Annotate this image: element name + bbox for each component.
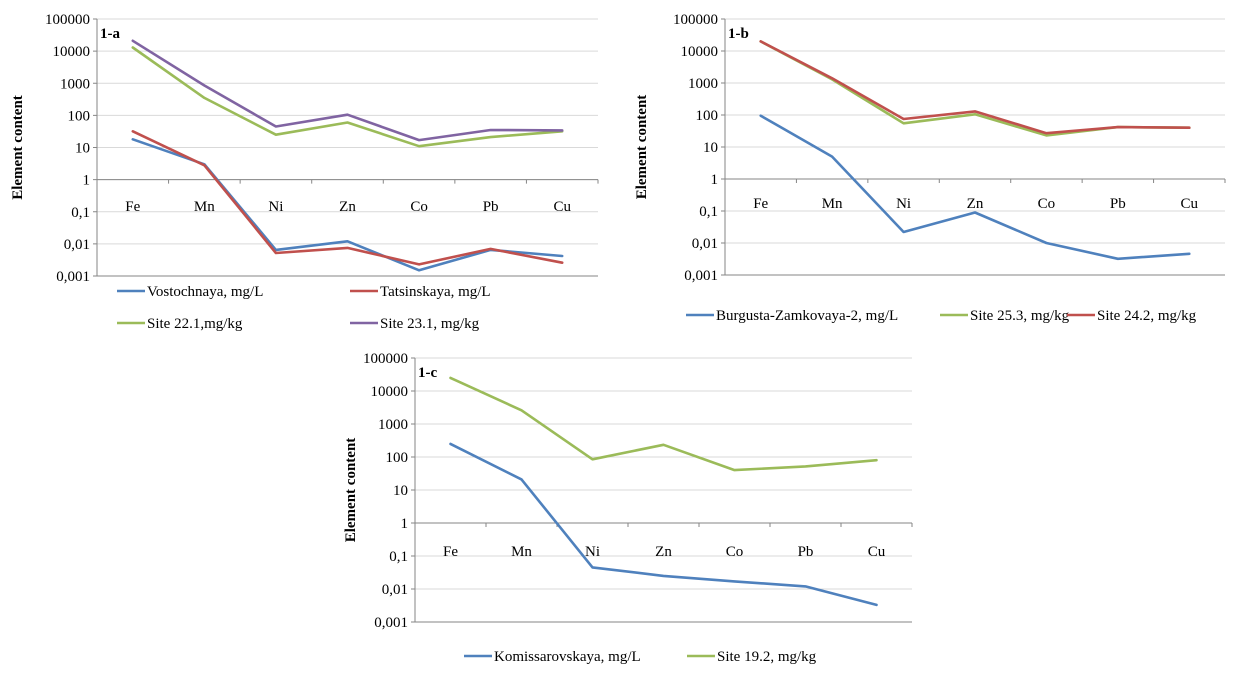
y-tick-label: 0,01 xyxy=(382,582,408,598)
category-label-mn: Mn xyxy=(511,544,532,560)
y-axis-label: Element content xyxy=(634,95,650,200)
y-tick-label: 100000 xyxy=(673,12,718,28)
y-axis-label: Element content xyxy=(343,438,359,543)
category-label-ni: Ni xyxy=(585,544,600,560)
y-tick-label: 0,01 xyxy=(64,237,90,253)
series-line-2 xyxy=(133,131,562,264)
y-tick-label: 0,01 xyxy=(692,236,718,252)
chart-panel-1-a: 0,001 0,01 0,1 1 10 100 1000 10000 100000 Fe Mn Ni Z… xyxy=(10,12,598,332)
legend-entry: Site 24.2, mg/kg xyxy=(1097,308,1197,324)
y-axis-label: Element content xyxy=(10,95,26,200)
category-label-ni: Ni xyxy=(268,199,283,215)
y-tick-label: 0,1 xyxy=(699,204,718,220)
y-tick-label: 100 xyxy=(68,108,91,124)
y-tick-label: 10000 xyxy=(681,44,719,60)
legend-entry: Site 25.3, mg/kg xyxy=(970,308,1070,324)
y-tick-label: 100000 xyxy=(45,12,90,28)
panel-label: 1-b xyxy=(728,26,749,42)
panel-label: 1-c xyxy=(418,365,437,381)
y-tick-label: 0,1 xyxy=(71,205,90,221)
legend-entry: Site 19.2, mg/kg xyxy=(717,649,817,665)
y-tick-label: 10000 xyxy=(53,44,91,60)
category-label-mn: Mn xyxy=(194,199,215,215)
category-label-fe: Fe xyxy=(125,199,140,215)
category-label-co: Co xyxy=(1038,196,1056,212)
legend-entry: Burgusta-Zamkovaya-2, mg/L xyxy=(716,308,898,324)
series-line-3 xyxy=(133,48,562,147)
category-label-cu: Cu xyxy=(868,544,886,560)
y-tick-label: 1000 xyxy=(60,76,90,92)
y-tick-label: 100 xyxy=(386,450,409,466)
y-tick-label: 100000 xyxy=(363,351,408,367)
series-line-4 xyxy=(133,41,562,140)
series-line-1 xyxy=(451,444,877,605)
y-tick-label: 0,001 xyxy=(684,268,718,284)
y-tick-label: 10000 xyxy=(371,384,409,400)
y-tick-label: 0,1 xyxy=(389,549,408,565)
legend-entry: Site 23.1, mg/kg xyxy=(380,316,480,332)
chart-panel-1-c: 0,001 0,01 0,1 1 10 100 1000 10000 100000 Fe Mn Ni Z… xyxy=(343,351,912,665)
y-tick-label: 0,001 xyxy=(374,615,408,631)
y-tick-label: 1 xyxy=(83,173,91,189)
category-label-co: Co xyxy=(410,199,428,215)
category-label-pb: Pb xyxy=(1110,196,1126,212)
y-tick-label: 1 xyxy=(711,172,719,188)
series-line-1 xyxy=(761,116,1190,259)
y-tick-label: 1000 xyxy=(688,76,718,92)
y-tick-label: 1000 xyxy=(378,417,408,433)
category-label-pb: Pb xyxy=(483,199,499,215)
legend-entry: Komissarovskaya, mg/L xyxy=(494,649,641,665)
category-label-fe: Fe xyxy=(443,544,458,560)
panel-label: 1-a xyxy=(100,26,120,42)
chart-panel-1-b: 0,001 0,01 0,1 1 10 100 1000 10000 100000 Fe Mn Ni Z… xyxy=(634,12,1225,324)
legend-entry: Site 22.1,mg/kg xyxy=(147,316,243,332)
category-label-zn: Zn xyxy=(339,199,356,215)
series-line-3 xyxy=(761,41,1190,133)
legend-entry: Tatsinskaya, mg/L xyxy=(380,284,491,300)
category-label-mn: Mn xyxy=(822,196,843,212)
category-label-zn: Zn xyxy=(967,196,984,212)
y-tick-label: 10 xyxy=(393,483,408,499)
category-label-fe: Fe xyxy=(753,196,768,212)
y-tick-label: 1 xyxy=(401,516,409,532)
series-line-2 xyxy=(761,41,1190,135)
category-label-cu: Cu xyxy=(553,199,571,215)
y-tick-label: 100 xyxy=(696,108,719,124)
y-tick-label: 10 xyxy=(703,140,718,156)
category-label-zn: Zn xyxy=(655,544,672,560)
y-tick-label: 10 xyxy=(75,141,90,157)
category-label-co: Co xyxy=(726,544,744,560)
y-tick-label: 0,001 xyxy=(56,269,90,285)
category-label-cu: Cu xyxy=(1181,196,1199,212)
category-label-ni: Ni xyxy=(896,196,911,212)
legend-entry: Vostochnaya, mg/L xyxy=(147,284,263,300)
category-label-pb: Pb xyxy=(798,544,814,560)
